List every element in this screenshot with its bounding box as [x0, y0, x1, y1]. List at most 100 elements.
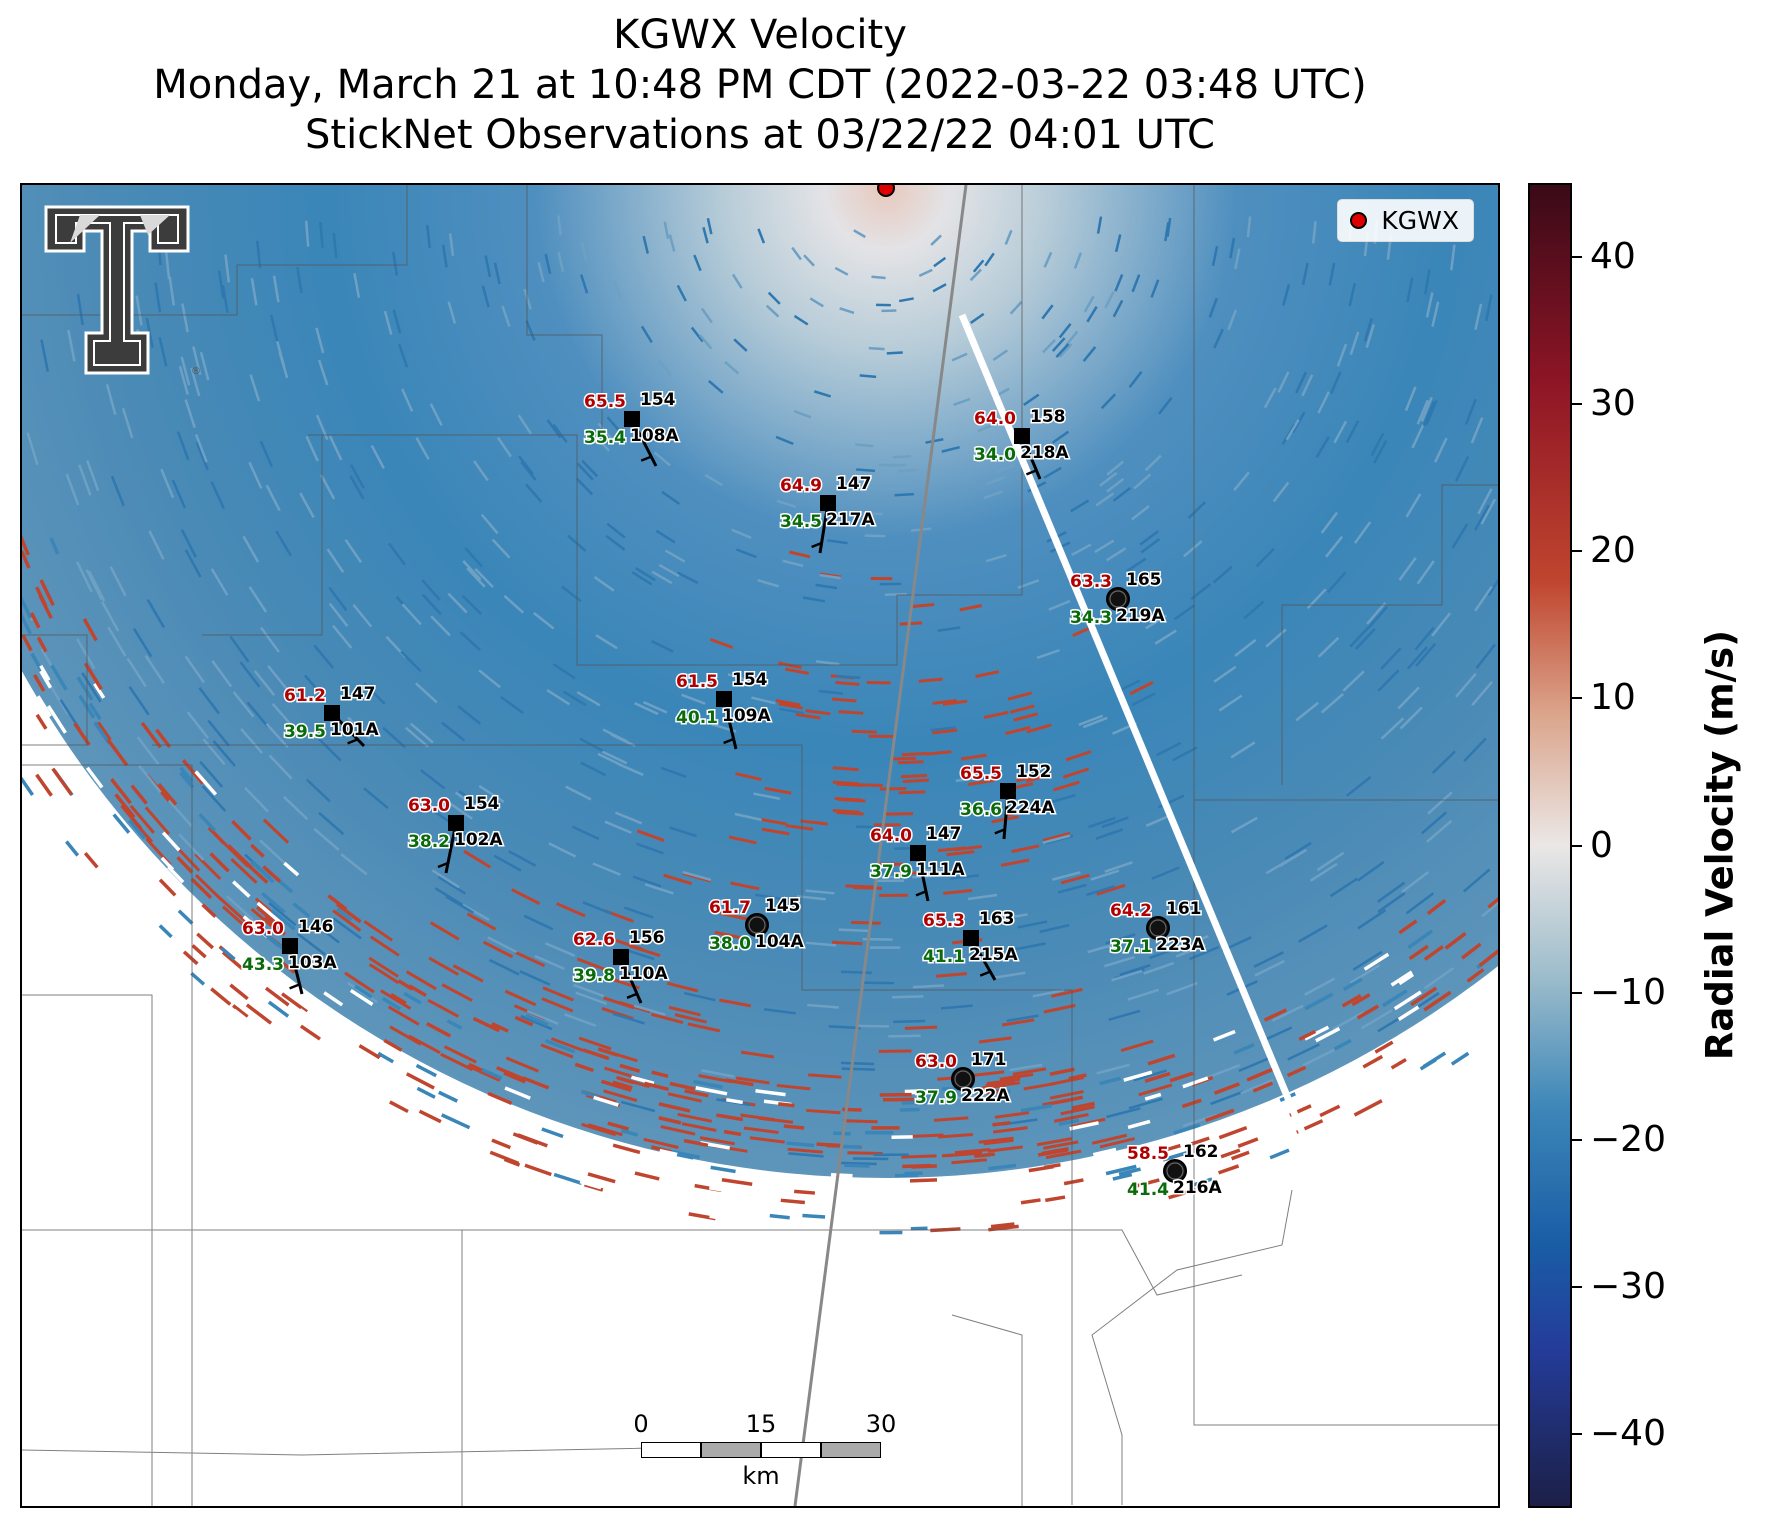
station-216A[interactable]: 58.5 162 41.4 216A	[1126, 1141, 1224, 1202]
station-pressure: 145	[765, 896, 801, 916]
figure-title: KGWX Velocity Monday, March 21 at 10:48 …	[0, 10, 1520, 160]
colorbar-tick-label: 40	[1590, 235, 1636, 277]
station-temperature: 64.0	[870, 826, 912, 846]
colorbar-tick	[1572, 991, 1582, 994]
station-dewpoint: 39.5	[284, 722, 326, 742]
station-temperature: 58.5	[1127, 1144, 1169, 1164]
station-temperature: 64.9	[780, 476, 822, 496]
station-dewpoint: 39.8	[573, 966, 615, 986]
station-103A[interactable]: 63.0 146 43.3 103A	[241, 916, 339, 995]
station-222A[interactable]: 63.0 171 37.9 222A	[914, 1049, 1012, 1110]
station-217A[interactable]: 64.9 147 34.5 217A	[779, 473, 877, 554]
station-id: 215A	[969, 945, 1018, 965]
station-id: 218A	[1020, 443, 1069, 463]
scale-segment-2	[701, 1442, 761, 1458]
station-219A[interactable]: 63.3 165 34.3 219A	[1069, 569, 1167, 630]
wind-barb-flag	[640, 455, 652, 462]
station-id: 102A	[454, 830, 503, 850]
station-circle-ring	[1149, 919, 1167, 937]
station-id: 219A	[1116, 606, 1165, 626]
station-pressure: 147	[926, 824, 962, 844]
scale-bar: 0 15 30 km	[633, 1410, 896, 1490]
station-circle-ring	[748, 916, 766, 934]
station-pressure: 156	[629, 928, 665, 948]
station-square-marker	[716, 691, 732, 707]
station-temperature: 64.2	[1110, 901, 1152, 921]
station-temperature: 63.0	[242, 919, 284, 939]
station-square-marker	[820, 495, 836, 511]
station-temperature: 64.0	[974, 409, 1016, 429]
colorbar	[1528, 183, 1572, 1508]
station-109A[interactable]: 61.5 154 40.1 109A	[675, 669, 773, 750]
scale-segment-1	[641, 1442, 701, 1458]
station-circle-ring	[954, 1070, 972, 1088]
registered-mark-icon: ®	[191, 366, 201, 377]
station-101A[interactable]: 61.2 147 39.5 101A	[283, 683, 381, 748]
station-108A[interactable]: 65.5 154 35.4 108A	[583, 389, 681, 467]
station-dewpoint: 41.1	[923, 947, 965, 967]
colorbar-tick	[1572, 1286, 1582, 1289]
colorbar-tick-label: 10	[1590, 677, 1636, 719]
station-215A[interactable]: 65.3 163 41.1 215A	[922, 908, 1020, 981]
station-110A[interactable]: 62.6 156 39.8 110A	[572, 927, 670, 1004]
station-pressure: 154	[464, 794, 500, 814]
radar-map-canvas: 65.5 154 35.4 108A 64.0 158 34.0 218A 64.9 147 34.…	[22, 185, 1498, 1506]
station-dewpoint: 34.3	[1070, 608, 1112, 628]
station-dewpoint: 38.0	[709, 934, 751, 954]
station-dewpoint: 43.3	[242, 955, 284, 975]
station-temperature: 61.5	[676, 672, 718, 692]
station-223A[interactable]: 64.2 161 37.1 223A	[1109, 898, 1207, 959]
legend-label: KGWX	[1381, 206, 1459, 235]
station-pressure: 154	[732, 670, 768, 690]
colorbar-tick-label: 30	[1590, 382, 1636, 424]
station-id: 110A	[619, 964, 668, 984]
station-104A[interactable]: 61.7 145 38.0 104A	[708, 895, 806, 956]
colorbar-tick	[1572, 550, 1582, 553]
station-temperature: 65.3	[923, 911, 965, 931]
wind-barb-flag	[289, 983, 301, 990]
station-pressure: 165	[1126, 570, 1162, 590]
station-dewpoint: 37.1	[1110, 937, 1152, 957]
colorbar-tick	[1572, 402, 1582, 405]
wind-barb-flag	[1025, 469, 1037, 476]
station-pressure: 146	[298, 917, 334, 937]
station-id: 222A	[961, 1086, 1010, 1106]
station-pressure: 171	[971, 1050, 1007, 1070]
wind-barb-flag	[979, 970, 991, 977]
station-218A[interactable]: 64.0 158 34.0 218A	[973, 406, 1071, 480]
station-square-marker	[282, 938, 298, 954]
wind-barb-icon	[444, 822, 458, 874]
colorbar-tick-label: −30	[1590, 1266, 1666, 1308]
colorbar-tick	[1572, 1138, 1582, 1141]
station-dewpoint: 38.2	[408, 832, 450, 852]
station-111A[interactable]: 64.0 147 37.9 111A	[869, 823, 967, 902]
station-224A[interactable]: 65.5 152 36.6 224A	[959, 761, 1057, 840]
station-dewpoint: 36.6	[960, 800, 1002, 820]
beam-blockage-lines	[793, 185, 1326, 1506]
sticknet-stations: 65.5 154 35.4 108A 64.0 158 34.0 218A 64.9 147 34.…	[241, 389, 1224, 1202]
station-id: 101A	[330, 720, 379, 740]
colorbar-tick-label: 20	[1590, 530, 1636, 572]
station-dewpoint: 37.9	[870, 862, 912, 882]
station-square-marker	[324, 705, 340, 721]
colorbar-tick	[1572, 844, 1582, 847]
radar-map[interactable]: 65.5 154 35.4 108A 64.0 158 34.0 218A 64.9 147 34.…	[20, 183, 1500, 1508]
scale-unit: km	[742, 1462, 780, 1490]
station-dewpoint: 35.4	[584, 428, 626, 448]
station-square-marker	[448, 815, 464, 831]
station-square-marker	[1000, 783, 1016, 799]
station-102A[interactable]: 63.0 154 38.2 102A	[407, 793, 505, 874]
station-id: 104A	[755, 932, 804, 952]
station-temperature: 61.7	[709, 898, 751, 918]
station-square-marker	[1014, 428, 1030, 444]
station-pressure: 163	[979, 909, 1015, 929]
scale-segment-3	[761, 1442, 821, 1458]
wind-barb-flag	[915, 890, 927, 897]
station-temperature: 62.6	[573, 930, 615, 950]
colorbar-tick	[1572, 255, 1582, 258]
velocity-field	[22, 185, 1498, 1178]
scale-tick-30: 30	[865, 1410, 897, 1438]
colorbar-tick-label: −10	[1590, 971, 1666, 1013]
station-temperature: 63.0	[408, 796, 450, 816]
scale-tick-0: 0	[633, 1410, 649, 1438]
